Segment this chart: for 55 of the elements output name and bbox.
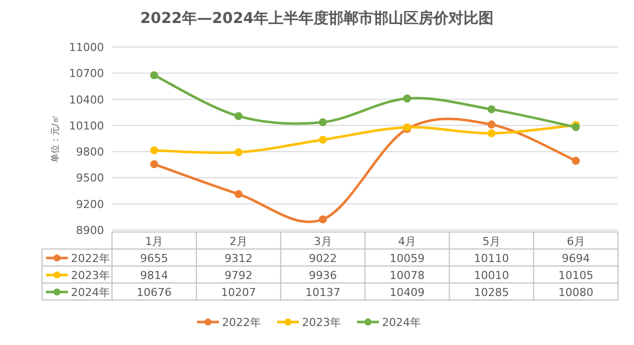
legend-label: 2024年 <box>71 286 110 299</box>
point <box>234 148 242 156</box>
data-label: 10059 <box>390 252 425 265</box>
data-label: 9694 <box>562 252 590 265</box>
x-tick-label: 6月 <box>566 235 585 248</box>
data-label: 10285 <box>474 286 509 299</box>
point <box>488 120 496 129</box>
x-tick-label: 5月 <box>482 235 500 248</box>
point <box>572 123 580 132</box>
y-tick-label: 10400 <box>69 93 104 106</box>
point <box>403 94 412 102</box>
x-tick-label: 2月 <box>230 235 248 248</box>
data-label: 9814 <box>140 269 168 282</box>
legend-label: 2022年 <box>71 252 110 265</box>
data-label: 10676 <box>136 286 172 299</box>
point <box>572 156 580 165</box>
chart-title: 2022年—2024年上半年度邯郸市邯山区房价对比图 <box>140 9 494 27</box>
data-label: 10137 <box>305 286 340 299</box>
data-label: 9792 <box>224 269 252 282</box>
data-label: 9312 <box>224 252 252 265</box>
point <box>234 190 242 198</box>
point <box>488 129 496 138</box>
data-label: 9022 <box>308 252 337 265</box>
point <box>150 71 158 80</box>
point <box>150 160 158 168</box>
y-tick-label: 10700 <box>69 67 104 80</box>
data-label: 10010 <box>474 269 509 282</box>
y-tick-label: 11000 <box>69 41 104 54</box>
point <box>234 112 242 120</box>
y-tick-label: 10100 <box>69 119 104 132</box>
data-label: 9936 <box>308 269 337 282</box>
x-tick-label: 3月 <box>314 235 332 248</box>
data-label: 10105 <box>558 269 594 282</box>
data-label: 10110 <box>474 252 509 265</box>
data-label: 10409 <box>390 286 425 299</box>
text: 2024年 <box>382 316 421 329</box>
point <box>318 118 327 126</box>
x-tick-label: 4月 <box>398 235 416 248</box>
y-axis-title: 单位：元/㎡ <box>50 114 61 163</box>
data-label: 10207 <box>221 286 256 299</box>
data-label: 10078 <box>390 269 425 282</box>
y-tick-label: 9500 <box>76 172 104 185</box>
point <box>318 136 327 144</box>
text: 2023年 <box>302 316 341 329</box>
y-tick-label: 8900 <box>76 224 104 237</box>
y-tick-label: 9200 <box>76 198 104 211</box>
x-tick-label: 1月 <box>145 235 164 248</box>
data-label: 9655 <box>140 252 168 265</box>
legend-label: 2023年 <box>71 269 110 282</box>
point <box>318 215 327 224</box>
y-tick-label: 9800 <box>76 146 104 159</box>
point <box>150 146 158 154</box>
text: 2022年 <box>222 316 261 329</box>
point <box>488 105 496 114</box>
data-label: 10080 <box>558 286 594 299</box>
